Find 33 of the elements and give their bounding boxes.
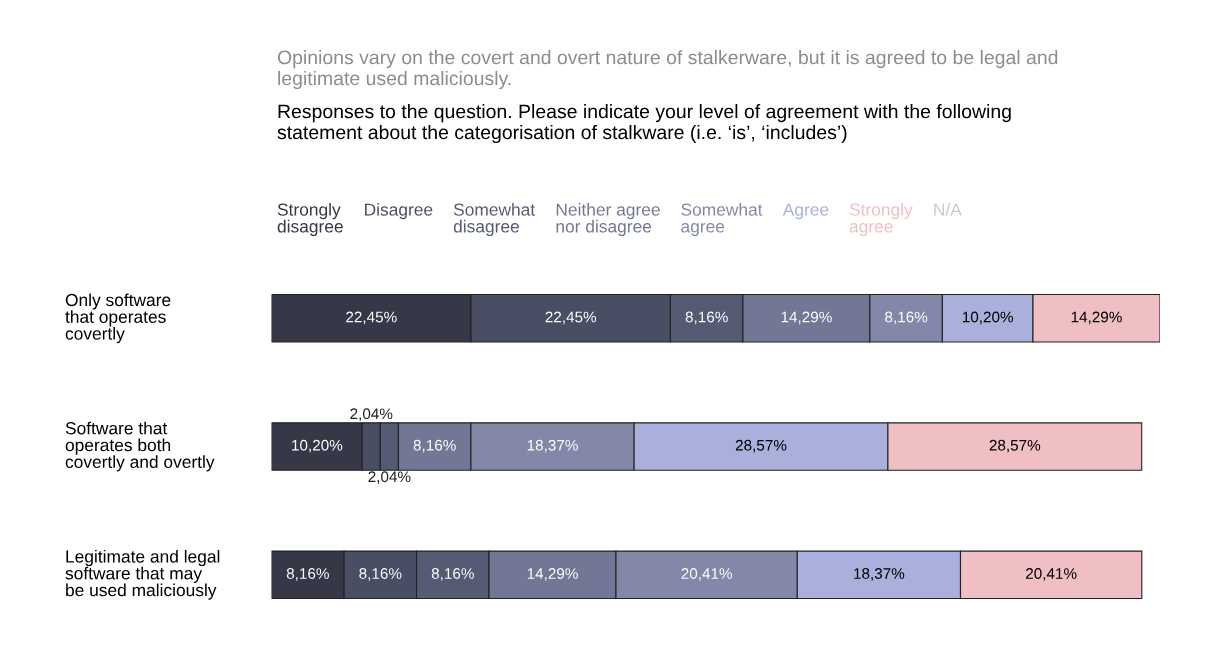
data-label: 8,16% (359, 568, 402, 581)
text: Disagree (365, 203, 433, 220)
data-label: 20,41% (681, 568, 733, 581)
y-tick-label: Only software that operates covertly (65, 293, 171, 344)
data-label: 18,37% (527, 439, 578, 453)
data-label: 22,45% (545, 311, 597, 325)
data-label: 18,37% (854, 568, 905, 581)
y-tick-label: Legitimate and legal software that may be used maliciously (65, 549, 220, 600)
data-label: 2,04% (350, 408, 393, 421)
data-label: 28,57% (989, 439, 1041, 453)
text: Somewhat agree (681, 203, 763, 236)
text: Agree (782, 203, 829, 220)
data-label: 2,04% (368, 471, 411, 484)
data-label: 8,16% (685, 311, 728, 325)
chart-title: Opinions vary on the covert and overt nature of stalkerware, but it is agreed to be legal and legitimate used maliciously. (277, 50, 1058, 90)
data-label: 14,29% (781, 311, 832, 325)
data-label: 10,20% (962, 311, 1014, 325)
text: Strongly agree (849, 203, 913, 236)
y-tick-label: Software that operates both covertly and overtly (65, 421, 215, 472)
data-label: 22,45% (346, 311, 397, 325)
data-label: 8,16% (413, 439, 456, 453)
data-label: 8,16% (885, 311, 928, 325)
text: Strongly disagree (277, 203, 343, 236)
text: Neither agree nor disagree (556, 203, 660, 236)
data-label: 8,16% (286, 568, 329, 581)
data-label: 8,16% (431, 568, 474, 581)
data-label: 10,20% (292, 439, 343, 453)
data-label: 20,41% (1026, 568, 1077, 581)
data-label: 14,29% (1071, 311, 1122, 325)
chart-subtitle: Responses to the question. Please indicate your level of agreement with the following statement about the categorisation of stalkware (i.e. ‘is’, ‘includes’) (277, 104, 1011, 144)
data-label: 14,29% (527, 568, 578, 581)
data-label: 28,57% (735, 439, 787, 453)
text: Somewhat disagree (453, 203, 536, 236)
